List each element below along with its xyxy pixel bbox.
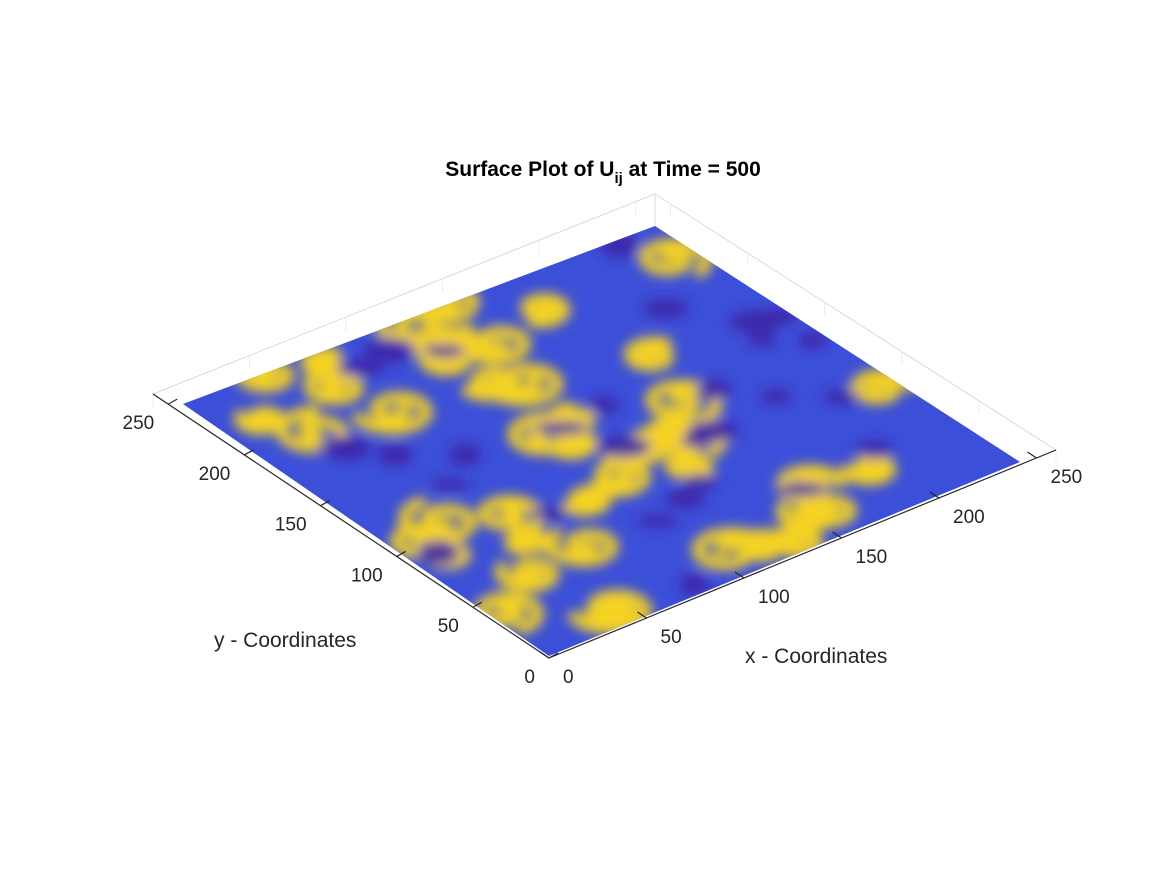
y-axis-label: y - Coordinates — [214, 629, 356, 652]
trough-spot — [587, 396, 620, 414]
spiral-arm — [352, 391, 434, 435]
tick-labels: 0 50 100 150 200 250 0 50 100 150 200 250 — [123, 413, 1083, 688]
trough-spot — [532, 421, 590, 435]
trough-spot — [759, 307, 799, 325]
trough-spot — [363, 337, 416, 363]
spiral-arm — [588, 458, 652, 498]
spiral-arm — [300, 346, 343, 377]
chart-title: Surface Plot of Uij at Time = 500 — [445, 158, 761, 187]
y-tick-50 — [472, 601, 483, 608]
x-tick-100 — [734, 571, 745, 579]
trough-spot — [637, 514, 679, 528]
x-tick-50 — [637, 611, 647, 619]
trough-spot — [323, 434, 371, 461]
spiral-arm — [623, 336, 675, 372]
grid-lines — [152, 201, 1057, 462]
spiral-arm — [490, 363, 564, 407]
spiral-arm — [520, 293, 571, 328]
trough-spot — [680, 473, 720, 490]
trough-spot — [643, 298, 689, 319]
trough-spot — [431, 478, 470, 491]
y-tick-200 — [244, 449, 254, 456]
x-tick-label-250: 250 — [1051, 467, 1083, 488]
x-tick-label-100: 100 — [758, 587, 790, 608]
x-tick-label-150: 150 — [856, 547, 888, 568]
y-tick-100 — [396, 550, 406, 557]
trough-spot — [680, 433, 712, 448]
trough-spot — [760, 388, 792, 404]
y-tick-label-250: 250 — [123, 413, 155, 434]
trough-spot — [798, 331, 828, 349]
x-tick-150 — [832, 531, 842, 539]
trough-spot — [599, 232, 640, 258]
trough-spot — [778, 482, 828, 497]
spiral-arm — [234, 353, 295, 393]
spiral-arm — [507, 411, 574, 456]
spiral-arm — [389, 522, 462, 562]
trough-spot — [665, 489, 707, 509]
spiral-arm — [544, 527, 619, 567]
spiral-arm — [233, 406, 286, 435]
spiral-arm — [561, 485, 612, 517]
spiral-arm — [275, 405, 349, 454]
y-tick-label-100: 100 — [351, 565, 383, 586]
y-tick-label-50: 50 — [438, 616, 459, 637]
spiral-arm — [840, 454, 897, 486]
spiral-arm — [303, 365, 364, 405]
x-tick-0 — [539, 651, 550, 659]
y-tick-0 — [548, 652, 559, 659]
trough-spot — [416, 540, 460, 566]
surface — [183, 226, 1020, 656]
x-axis-label: x - Coordinates — [745, 645, 887, 668]
spiral-arm — [494, 558, 560, 593]
trough-spot — [823, 389, 860, 405]
spiral-arm — [585, 600, 639, 630]
x-tick-label-200: 200 — [953, 507, 985, 528]
trough-spot — [679, 573, 710, 597]
trough-spot — [337, 359, 385, 377]
trough-spot — [530, 506, 570, 521]
y-tick-label-150: 150 — [275, 515, 307, 536]
axis-lines — [152, 393, 1057, 659]
trough-spot — [746, 332, 778, 347]
trough-spot — [423, 344, 466, 358]
trough-spot — [448, 443, 482, 466]
x-tick-200 — [929, 491, 940, 499]
spiral-arm — [453, 323, 532, 365]
trough-spot — [696, 379, 732, 401]
x-tick-label-50: 50 — [661, 627, 682, 648]
spiral-arm — [634, 417, 688, 448]
y-axis-line — [152, 393, 550, 659]
spiral-arm — [503, 527, 554, 556]
trough-spot — [855, 441, 895, 459]
trough-spot — [377, 443, 413, 466]
spiral-arm — [850, 368, 917, 405]
y-tick-label-200: 200 — [199, 464, 231, 485]
spiral-arm — [691, 527, 778, 570]
y-tick-label-0: 0 — [524, 667, 535, 688]
spiral-arm — [664, 451, 714, 486]
x-tick-250 — [1027, 451, 1037, 459]
x-axis-line — [548, 449, 1057, 659]
ticks — [167, 398, 1037, 659]
x-tick-label-0: 0 — [563, 667, 574, 688]
trough-spot — [594, 435, 652, 458]
y-tick-150 — [320, 500, 330, 507]
spiral-arm — [775, 498, 839, 532]
spiral-arm — [547, 401, 596, 435]
y-tick-250 — [167, 398, 178, 405]
